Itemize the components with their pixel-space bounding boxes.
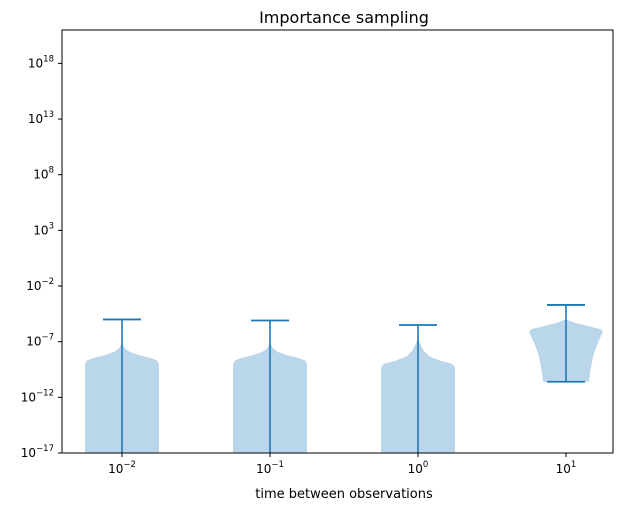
x-tick-label: 10−2 — [108, 460, 136, 476]
y-axis: 10−17 10−12 10−7 10−2 103 108 1013 1018 — [21, 54, 62, 460]
x-tick-label: 101 — [556, 460, 577, 476]
y-tick-label: 103 — [33, 221, 54, 237]
y-tick-label: 1018 — [28, 54, 54, 70]
x-axis: 10−2 10−1 100 101 — [108, 453, 576, 476]
x-tick-label: 10−1 — [256, 460, 284, 476]
x-axis-label: time between observations — [255, 487, 433, 502]
y-tick-label: 10−12 — [21, 388, 54, 404]
chart-title: Importance sampling — [259, 8, 429, 27]
plot-frame — [61, 29, 614, 454]
violins-layer — [85, 319, 603, 453]
y-tick-label: 1013 — [28, 110, 54, 126]
x-tick-label: 100 — [408, 460, 429, 476]
y-tick-label: 108 — [33, 166, 54, 182]
whiskers-layer — [103, 304, 585, 453]
y-tick-label: 10−7 — [26, 333, 54, 349]
y-tick-label: 10−2 — [26, 277, 54, 293]
y-tick-label: 10−17 — [21, 444, 54, 460]
